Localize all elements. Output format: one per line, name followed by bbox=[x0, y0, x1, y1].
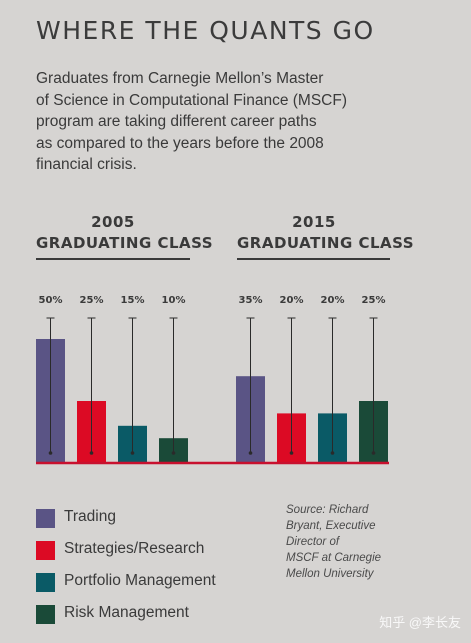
group-year: 2015 bbox=[292, 213, 336, 231]
data-label: 50% bbox=[39, 295, 63, 306]
data-label: 25% bbox=[80, 295, 104, 306]
group-label-2005: 2005 GRADUATING CLASS bbox=[36, 212, 214, 254]
page-title: WHERE THE QUANTS GO bbox=[36, 16, 375, 45]
data-label: 25% bbox=[362, 295, 386, 306]
source-line: MSCF at Carnegie bbox=[286, 552, 382, 564]
watermark: 知乎 @李长友 bbox=[379, 615, 461, 630]
legend-swatch bbox=[36, 509, 55, 528]
data-label: 15% bbox=[121, 295, 145, 306]
source-line: Bryant, Executive bbox=[286, 520, 376, 532]
intro-line: as compared to the years before the 2008 bbox=[36, 134, 324, 152]
data-label: 35% bbox=[239, 295, 263, 306]
legend-label: Trading bbox=[64, 508, 116, 525]
legend-label: Portfolio Management bbox=[64, 572, 216, 589]
source-line: Source: Richard bbox=[286, 504, 369, 516]
guide-dot bbox=[248, 451, 253, 455]
guide-dot bbox=[330, 451, 335, 455]
guide-dot bbox=[289, 451, 294, 455]
group-subtitle: GRADUATING CLASS bbox=[237, 234, 415, 252]
source-line: Mellon University bbox=[286, 568, 374, 580]
bar-chart: 50% 25% 15% 10% 35% 20% 20% 25% bbox=[36, 295, 389, 465]
intro-line: of Science in Computational Finance (MSC… bbox=[36, 91, 347, 109]
guide-dot bbox=[130, 451, 135, 455]
legend-swatch bbox=[36, 541, 55, 560]
group-rule-2015 bbox=[237, 258, 390, 260]
intro-text: Graduates from Carnegie Mellon’s Master … bbox=[36, 68, 396, 176]
source-note: Source: Richard Bryant, Executive Direct… bbox=[286, 502, 381, 582]
group-rule-2005 bbox=[36, 258, 190, 260]
legend-swatch bbox=[36, 605, 55, 624]
data-label: 20% bbox=[280, 295, 304, 306]
intro-line: Graduates from Carnegie Mellon’s Master bbox=[36, 70, 324, 87]
guide-dot bbox=[171, 451, 176, 455]
guide-dot bbox=[48, 451, 53, 455]
source-line: Director of bbox=[286, 536, 340, 548]
group-label-2015: 2015 GRADUATING CLASS bbox=[237, 212, 415, 254]
data-label: 20% bbox=[321, 295, 345, 306]
legend-label: Risk Management bbox=[64, 604, 189, 621]
group-subtitle: GRADUATING CLASS bbox=[36, 234, 214, 252]
intro-line: financial crisis. bbox=[36, 156, 137, 173]
intro-line: program are taking different career path… bbox=[36, 113, 317, 130]
guide-dot bbox=[89, 451, 94, 455]
group-year: 2005 bbox=[91, 213, 135, 231]
data-label: 10% bbox=[162, 295, 186, 306]
legend-label: Strategies/Research bbox=[64, 540, 205, 557]
legend-swatch bbox=[36, 573, 55, 592]
guide-dot bbox=[371, 451, 376, 455]
